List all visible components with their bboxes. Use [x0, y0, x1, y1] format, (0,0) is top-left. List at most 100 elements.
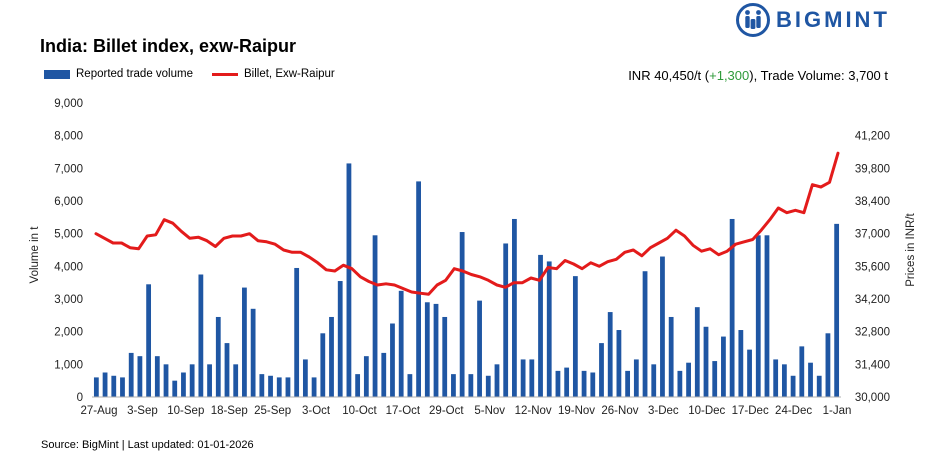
x-tick-label: 24-Dec	[775, 405, 812, 417]
x-tick-label: 25-Sep	[254, 405, 291, 417]
volume-bar	[276, 377, 282, 397]
volume-bar	[529, 359, 535, 397]
legend-swatch-volume	[44, 69, 70, 79]
x-tick-label: 26-Nov	[601, 405, 638, 417]
y-tick-label: 7,000	[54, 163, 83, 175]
volume-bar	[816, 375, 822, 397]
volume-bar	[451, 374, 456, 397]
x-tick-label: 10-Dec	[688, 405, 725, 417]
volume-bar	[424, 302, 430, 397]
y-tick-label: 5,000	[54, 229, 83, 241]
volume-bar	[546, 261, 552, 397]
volume-bar	[616, 330, 622, 397]
line-series	[94, 151, 840, 296]
volume-bar	[485, 375, 491, 397]
volume-bar	[581, 370, 587, 397]
volume-bar	[111, 375, 117, 397]
volume-bar	[677, 370, 683, 397]
volume-bar	[660, 256, 665, 397]
summary-suffix: ), Trade Volume: 3,700 t	[749, 68, 888, 83]
x-tick-label: 29-Oct	[429, 405, 464, 417]
y2-tick-label: 35,600	[855, 261, 890, 273]
summary-change: +1,300	[709, 68, 750, 83]
volume-bar	[712, 361, 718, 397]
x-tick-label: 12-Nov	[515, 405, 552, 417]
volume-bar	[93, 377, 99, 397]
volume-bar	[172, 380, 178, 397]
volume-bar	[790, 375, 796, 397]
volume-bar	[416, 181, 421, 397]
volume-bar	[459, 232, 465, 397]
volume-bar	[224, 343, 230, 397]
volume-bar	[607, 312, 613, 397]
x-tick-label: 10-Sep	[167, 405, 204, 417]
y2-axis-title: Prices in INR/t	[905, 212, 917, 286]
volume-bar	[729, 218, 735, 397]
volume-bar	[381, 352, 387, 397]
legend-label-volume: Reported trade volume	[76, 68, 193, 80]
x-tick-label: 3-Sep	[127, 405, 158, 417]
y2-tick-label: 32,800	[855, 327, 890, 339]
volume-bar	[572, 276, 578, 397]
volume-bar	[102, 372, 108, 397]
y2-tick-label: 39,800	[855, 163, 890, 175]
volume-bar	[694, 307, 700, 397]
x-tick-label: 5-Nov	[474, 405, 505, 417]
y-tick-label: 2,000	[54, 327, 83, 339]
summary-prefix: INR 40,450/t (	[628, 68, 710, 83]
volume-bar	[642, 271, 648, 397]
volume-bar	[154, 356, 160, 397]
volume-bar	[599, 343, 604, 397]
legend-item-billet: Billet, Exw-Raipur	[212, 68, 335, 80]
y2-tick-label: 38,400	[855, 196, 890, 208]
y2-tick-label: 41,200	[855, 131, 890, 143]
volume-bar	[799, 346, 805, 397]
chart-title: India: Billet index, exw-Raipur	[40, 36, 297, 56]
volume-bar	[398, 290, 404, 397]
logo-text: BIGMINT	[776, 7, 890, 32]
y-tick-label: 9,000	[54, 98, 83, 110]
volume-bar	[250, 308, 256, 397]
volume-bar	[781, 364, 787, 397]
axes: 0 1,000 2,000 3,000 4,000 5,000 6,000 7,000 8,00…	[29, 98, 917, 417]
y-tick-label: 3,000	[54, 294, 83, 306]
volume-bar	[764, 235, 770, 397]
volume-bar	[564, 367, 570, 397]
y2-tick-label: 31,400	[855, 359, 890, 371]
volume-bar	[747, 349, 752, 397]
volume-bar	[433, 303, 439, 397]
x-tick-label: 17-Dec	[732, 405, 769, 417]
x-tick-label: 27-Aug	[80, 405, 117, 417]
volume-bar	[233, 364, 239, 397]
volume-bar	[329, 316, 334, 397]
x-tick-label: 19-Nov	[558, 405, 595, 417]
volume-bar	[189, 364, 195, 397]
volume-bar	[520, 359, 526, 397]
price-summary: INR 40,450/t (+1,300), Trade Volume: 3,7…	[628, 68, 888, 83]
volume-bar	[738, 330, 744, 397]
volume-bar	[268, 375, 273, 397]
volume-bar	[407, 374, 413, 397]
x-tick-label: 17-Oct	[386, 405, 421, 417]
y-tick-label: 6,000	[54, 196, 83, 208]
x-tick-label: 3-Oct	[302, 405, 331, 417]
y-axis-title: Volume in t	[29, 226, 41, 284]
volume-bar	[355, 374, 361, 397]
legend-label-billet: Billet, Exw-Raipur	[244, 68, 335, 80]
volume-bar	[372, 235, 378, 397]
volume-bar	[477, 300, 482, 397]
volume-bar	[181, 372, 186, 397]
volume-bar	[555, 370, 561, 397]
y-tick-label: 4,000	[54, 261, 83, 273]
volume-bar	[137, 356, 143, 397]
volume-bar	[538, 254, 543, 397]
volume-bar	[311, 377, 317, 397]
volume-bar	[668, 316, 674, 397]
y-tick-label: 0	[77, 392, 83, 404]
volume-bar	[633, 359, 639, 397]
volume-bar	[834, 223, 840, 397]
x-tick-label: 3-Dec	[648, 405, 679, 417]
volume-bar	[651, 364, 657, 397]
billet-price-line	[94, 151, 840, 296]
bigmint-logo: BIGMINT	[736, 2, 890, 38]
